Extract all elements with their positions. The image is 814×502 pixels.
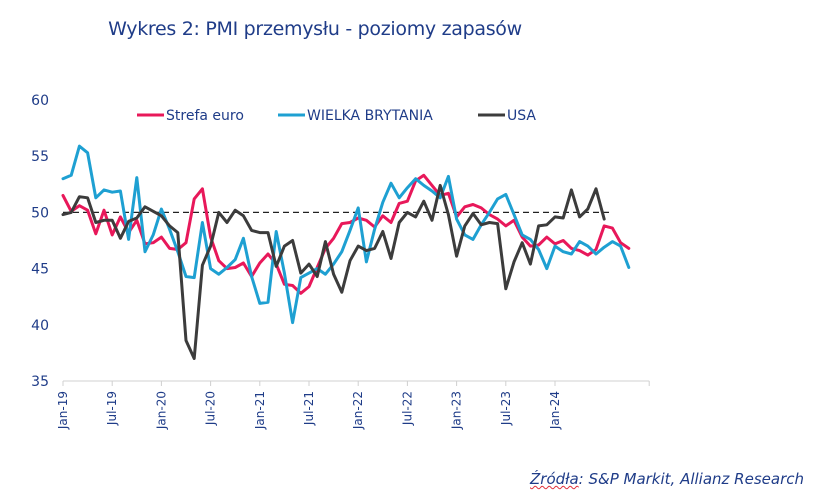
source-note: Źródła: S&P Markit, Allianz Research <box>530 470 804 488</box>
x-tick-label: Jan-20 <box>154 391 168 430</box>
y-tick-label: 45 <box>31 262 49 278</box>
x-tick-label: Jul-20 <box>204 391 218 426</box>
source-text: : S&P Markit, Allianz Research <box>578 470 804 488</box>
legend-label: Strefa euro <box>166 108 244 124</box>
x-tick-label: Jan-23 <box>450 391 464 430</box>
y-tick-label: 60 <box>31 93 49 109</box>
chart-title: Wykres 2: PMI przemysłu - poziomy zapasó… <box>108 18 522 40</box>
x-tick-label: Jul-19 <box>105 391 119 426</box>
x-tick-label: Jan-19 <box>56 391 70 430</box>
y-tick-label: 55 <box>31 149 49 165</box>
x-tick-label: Jan-22 <box>351 391 365 430</box>
y-tick-label: 40 <box>31 318 49 334</box>
x-tick-label: Jul-21 <box>302 391 316 426</box>
y-tick-label: 50 <box>31 205 49 221</box>
x-tick-label: Jul-22 <box>400 391 414 426</box>
series-line-2 <box>61 144 631 325</box>
x-tick-label: Jan-21 <box>253 391 267 430</box>
x-tick-label: Jul-23 <box>499 391 513 426</box>
legend-label: USA <box>507 108 536 124</box>
y-tick-label: 35 <box>31 374 49 390</box>
series-line-3 <box>61 183 606 360</box>
legend-label: WIELKA BRYTANIA <box>307 108 433 124</box>
x-tick-label: Jan-24 <box>548 391 562 430</box>
source-prefix: Źródła <box>530 470 579 488</box>
